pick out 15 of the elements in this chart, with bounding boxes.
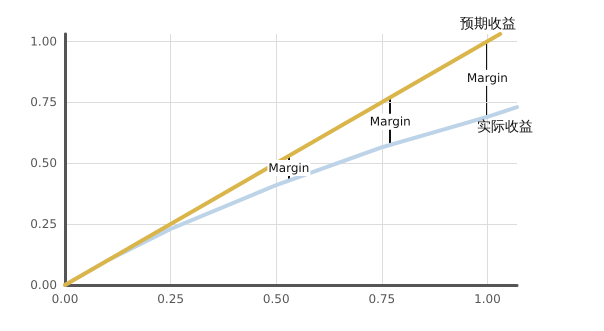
series-label: 实际收益 xyxy=(477,119,533,136)
x-tick-label: 0.25 xyxy=(157,292,184,306)
x-tick-label: 0.75 xyxy=(368,292,396,306)
y-tick-label: 0.75 xyxy=(30,95,57,110)
x-tick-label: 1.00 xyxy=(474,292,501,306)
y-tick-label: 1.00 xyxy=(30,34,57,48)
series-label: 预期收益 xyxy=(460,16,516,32)
y-tick-label: 0.25 xyxy=(30,217,57,232)
x-tick-label: 0.00 xyxy=(52,292,78,306)
annotation: Margin xyxy=(370,114,411,129)
y-tick-label: 0.50 xyxy=(30,156,57,170)
annotation: Margin xyxy=(466,70,508,85)
annotation: Margin xyxy=(268,161,310,176)
y-tick-label: 0.00 xyxy=(30,278,57,292)
x-tick-label: 0.50 xyxy=(262,292,290,306)
